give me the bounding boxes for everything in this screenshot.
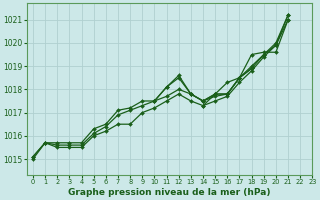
- X-axis label: Graphe pression niveau de la mer (hPa): Graphe pression niveau de la mer (hPa): [68, 188, 271, 197]
